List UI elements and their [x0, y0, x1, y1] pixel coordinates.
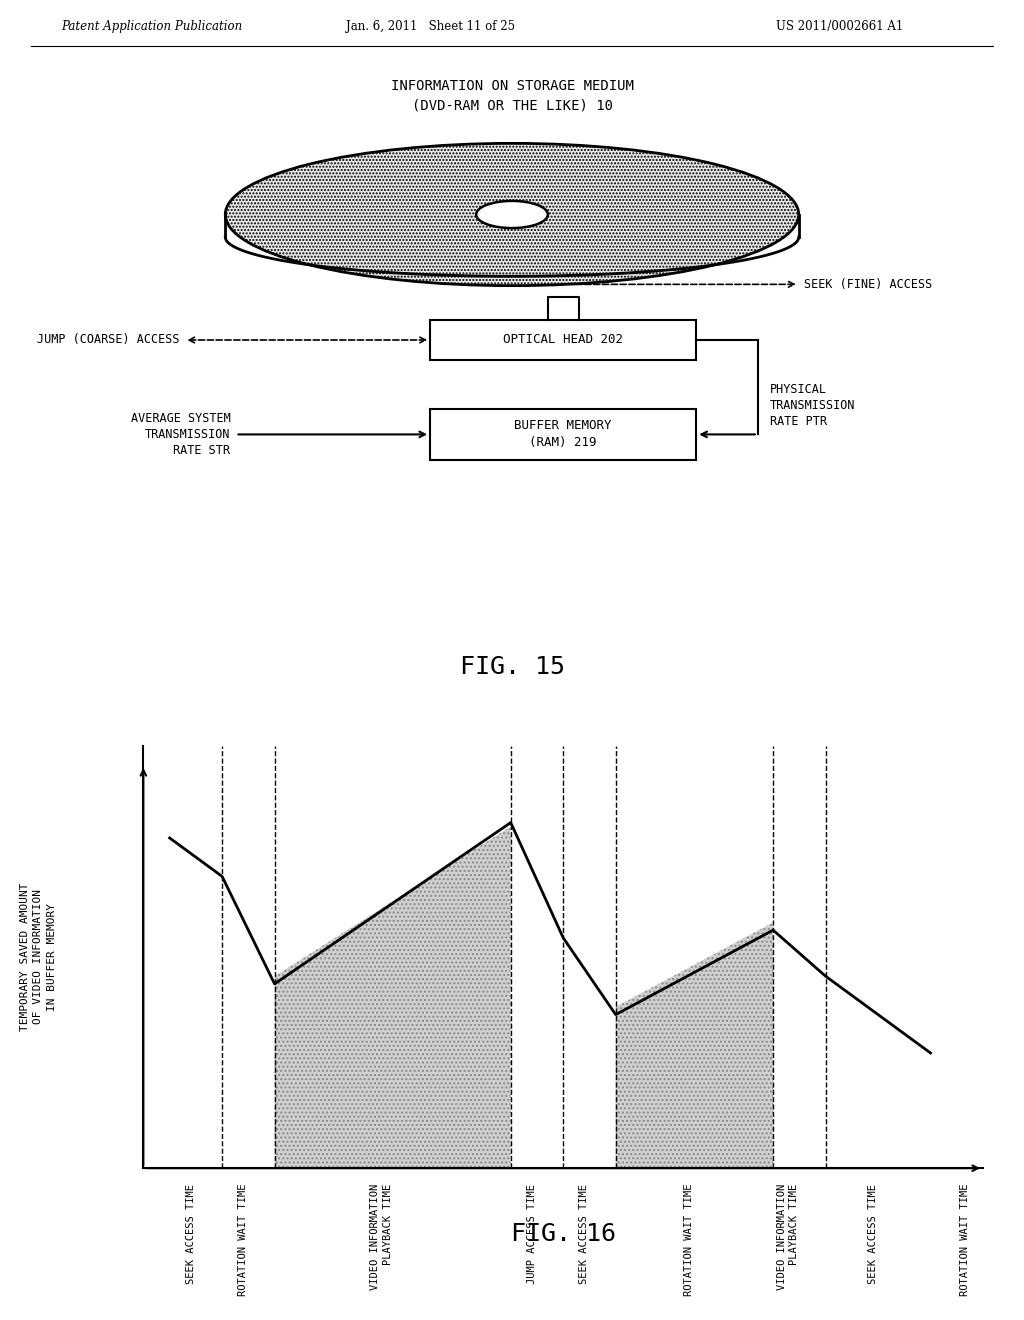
Text: FIG. 15: FIG. 15: [460, 655, 564, 680]
Text: SEEK ACCESS TIME: SEEK ACCESS TIME: [868, 1184, 878, 1283]
Polygon shape: [274, 826, 511, 1168]
Text: FIG. 16: FIG. 16: [511, 1222, 615, 1246]
Text: SEEK ACCESS TIME: SEEK ACCESS TIME: [580, 1184, 590, 1283]
Text: AVERAGE SYSTEM
TRANSMISSION
RATE STR: AVERAGE SYSTEM TRANSMISSION RATE STR: [131, 412, 230, 457]
Text: TEMPORARY SAVED AMOUNT
OF VIDEO INFORMATION
IN BUFFER MEMORY: TEMPORARY SAVED AMOUNT OF VIDEO INFORMAT…: [20, 883, 56, 1031]
Text: Jan. 6, 2011   Sheet 11 of 25: Jan. 6, 2011 Sheet 11 of 25: [345, 20, 515, 33]
Text: JUMP ACCESS TIME: JUMP ACCESS TIME: [527, 1184, 537, 1283]
Text: VIDEO INFORMATION
PLAYBACK TIME: VIDEO INFORMATION PLAYBACK TIME: [777, 1184, 800, 1290]
Text: US 2011/0002661 A1: US 2011/0002661 A1: [776, 20, 903, 33]
Text: JUMP (COARSE) ACCESS: JUMP (COARSE) ACCESS: [37, 334, 179, 346]
Text: ROTATION WAIT TIME: ROTATION WAIT TIME: [959, 1184, 970, 1296]
Text: INFORMATION ON STORAGE MEDIUM
(DVD-RAM OR THE LIKE) 10: INFORMATION ON STORAGE MEDIUM (DVD-RAM O…: [390, 79, 634, 112]
FancyBboxPatch shape: [430, 319, 696, 360]
Text: SEEK ACCESS TIME: SEEK ACCESS TIME: [185, 1184, 196, 1283]
FancyBboxPatch shape: [430, 409, 696, 461]
Ellipse shape: [476, 201, 548, 228]
Text: ROTATION WAIT TIME: ROTATION WAIT TIME: [684, 1184, 694, 1296]
Text: BUFFER MEMORY
(RAM) 219: BUFFER MEMORY (RAM) 219: [514, 420, 612, 449]
Text: Patent Application Publication: Patent Application Publication: [61, 20, 243, 33]
Text: SEEK (FINE) ACCESS: SEEK (FINE) ACCESS: [804, 277, 932, 290]
Text: PHYSICAL
TRANSMISSION
RATE PTR: PHYSICAL TRANSMISSION RATE PTR: [770, 383, 855, 428]
Text: VIDEO INFORMATION
PLAYBACK TIME: VIDEO INFORMATION PLAYBACK TIME: [371, 1184, 392, 1290]
Text: OPTICAL HEAD 202: OPTICAL HEAD 202: [503, 334, 624, 346]
Ellipse shape: [225, 144, 799, 285]
Polygon shape: [615, 923, 773, 1168]
Text: ROTATION WAIT TIME: ROTATION WAIT TIME: [239, 1184, 249, 1296]
